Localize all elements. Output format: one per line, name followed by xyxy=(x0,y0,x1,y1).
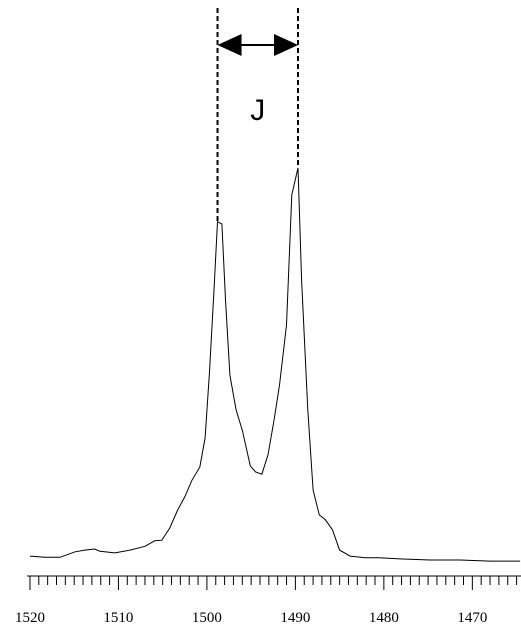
x-tick-label: 1470 xyxy=(457,610,487,626)
arrow-head xyxy=(217,34,242,56)
x-tick-label: 1490 xyxy=(280,610,310,626)
annotation-label: J xyxy=(250,94,265,127)
x-tick-label: 1520 xyxy=(15,610,45,626)
spectrum-line xyxy=(29,167,521,562)
x-tick-label: 1500 xyxy=(192,610,222,626)
arrow-head xyxy=(274,34,299,56)
x-tick-label: 1510 xyxy=(103,610,133,626)
x-tick-label: 1480 xyxy=(369,610,399,626)
